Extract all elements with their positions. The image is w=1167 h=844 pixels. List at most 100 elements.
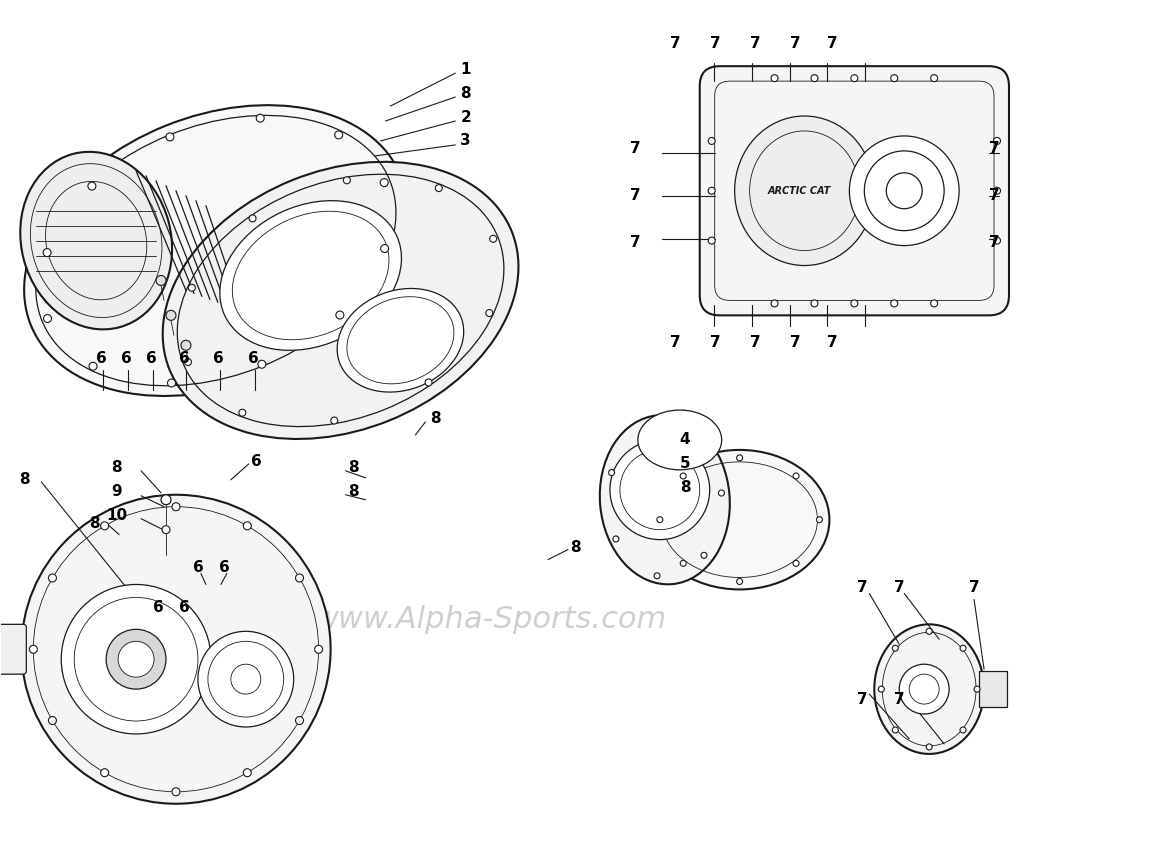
Circle shape — [61, 584, 211, 734]
Circle shape — [156, 275, 166, 285]
Circle shape — [930, 74, 937, 82]
Text: 8: 8 — [349, 460, 359, 475]
Ellipse shape — [600, 415, 729, 584]
Circle shape — [993, 187, 1000, 194]
Circle shape — [927, 628, 932, 635]
Ellipse shape — [874, 625, 984, 754]
Circle shape — [380, 179, 389, 187]
Circle shape — [166, 133, 174, 141]
Circle shape — [644, 424, 650, 430]
Circle shape — [258, 360, 266, 368]
Text: 2: 2 — [460, 110, 471, 125]
Circle shape — [693, 433, 699, 439]
Circle shape — [162, 526, 170, 533]
Circle shape — [927, 744, 932, 750]
Circle shape — [851, 74, 858, 82]
Circle shape — [900, 664, 949, 714]
Text: 7: 7 — [827, 35, 838, 51]
Circle shape — [993, 237, 1000, 244]
Circle shape — [166, 311, 176, 321]
Text: 6: 6 — [146, 351, 156, 365]
Circle shape — [609, 469, 615, 475]
Text: 8: 8 — [569, 540, 581, 555]
Ellipse shape — [25, 106, 407, 396]
FancyBboxPatch shape — [0, 625, 27, 674]
Text: 7: 7 — [790, 335, 801, 349]
Ellipse shape — [337, 289, 463, 392]
Circle shape — [343, 176, 350, 184]
Circle shape — [188, 284, 195, 291]
Circle shape — [435, 185, 442, 192]
Text: 7: 7 — [710, 335, 720, 349]
Text: 7: 7 — [790, 35, 801, 51]
Ellipse shape — [638, 410, 721, 470]
Circle shape — [771, 74, 778, 82]
Circle shape — [993, 138, 1000, 144]
Text: 7: 7 — [670, 35, 680, 51]
Text: 9: 9 — [111, 484, 121, 500]
Text: 8: 8 — [349, 484, 359, 500]
Circle shape — [794, 560, 799, 566]
Text: 8: 8 — [20, 473, 30, 487]
Text: 6: 6 — [219, 560, 230, 575]
Circle shape — [21, 495, 330, 803]
Text: 8: 8 — [460, 85, 471, 100]
Circle shape — [330, 417, 337, 424]
Circle shape — [701, 552, 707, 559]
Text: 6: 6 — [247, 351, 259, 365]
Text: 7: 7 — [630, 235, 641, 250]
Circle shape — [239, 409, 246, 416]
Circle shape — [198, 631, 294, 727]
Text: 7: 7 — [749, 335, 760, 349]
Ellipse shape — [650, 450, 830, 589]
Text: 7: 7 — [969, 580, 980, 595]
Text: 8: 8 — [111, 460, 121, 475]
Circle shape — [257, 114, 264, 122]
Circle shape — [708, 187, 715, 194]
Circle shape — [610, 440, 710, 539]
Circle shape — [184, 359, 191, 365]
Text: 7: 7 — [749, 35, 760, 51]
FancyBboxPatch shape — [700, 66, 1009, 316]
Circle shape — [243, 522, 251, 530]
Circle shape — [172, 503, 180, 511]
Text: 3: 3 — [460, 133, 471, 149]
Text: 6: 6 — [212, 351, 224, 365]
Text: 6: 6 — [179, 600, 190, 615]
Text: 7: 7 — [988, 235, 1000, 250]
Circle shape — [708, 138, 715, 144]
Text: 7: 7 — [827, 335, 838, 349]
Text: 5: 5 — [679, 457, 691, 471]
Circle shape — [886, 173, 922, 208]
Circle shape — [249, 215, 256, 222]
Circle shape — [335, 131, 343, 139]
Text: 8: 8 — [431, 410, 441, 425]
Circle shape — [89, 362, 97, 371]
Circle shape — [890, 300, 897, 307]
Ellipse shape — [219, 201, 401, 350]
Circle shape — [100, 769, 109, 776]
Bar — [979, 671, 1007, 707]
Circle shape — [680, 560, 686, 566]
Circle shape — [181, 340, 191, 350]
Text: 7: 7 — [858, 691, 868, 706]
Text: 7: 7 — [630, 142, 641, 156]
Circle shape — [168, 379, 175, 387]
Text: 4: 4 — [679, 432, 691, 447]
Circle shape — [930, 300, 937, 307]
Text: 1: 1 — [460, 62, 470, 77]
Circle shape — [890, 74, 897, 82]
Circle shape — [100, 522, 109, 530]
Circle shape — [315, 646, 322, 653]
Ellipse shape — [162, 162, 518, 439]
Text: 6: 6 — [121, 351, 132, 365]
Circle shape — [817, 517, 823, 522]
Circle shape — [960, 727, 966, 733]
Text: 7: 7 — [630, 188, 641, 203]
Circle shape — [336, 311, 344, 319]
Text: 7: 7 — [988, 142, 1000, 156]
Text: 7: 7 — [988, 188, 1000, 203]
Circle shape — [243, 769, 251, 776]
Circle shape — [654, 573, 661, 579]
Circle shape — [680, 473, 686, 479]
